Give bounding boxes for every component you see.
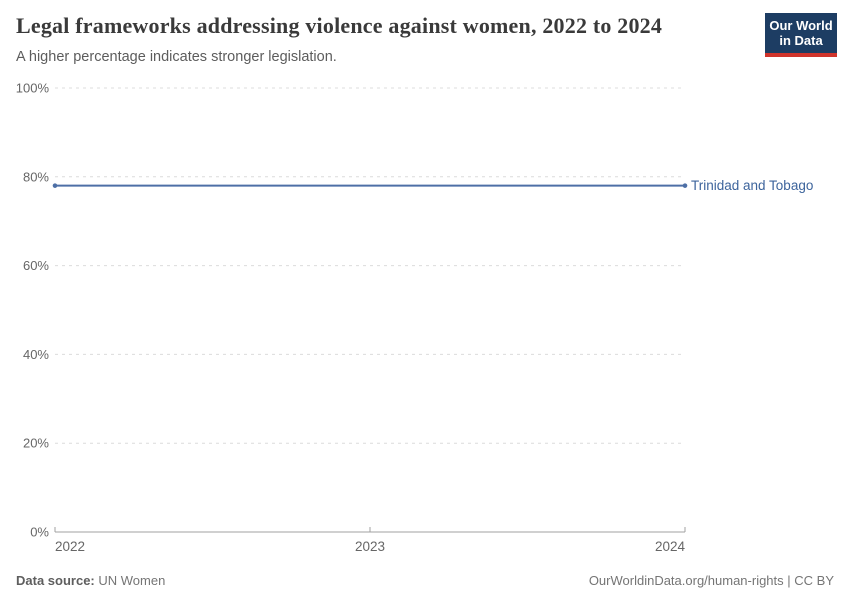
- data-source-value: UN Women: [94, 573, 166, 588]
- owid-logo-line2: in Data: [779, 33, 823, 48]
- y-tick-label: 80%: [23, 169, 49, 184]
- y-tick-label: 60%: [23, 258, 49, 273]
- footer-credits: OurWorldinData.org/human-rights | CC BY: [589, 573, 834, 588]
- license-label: CC BY: [794, 573, 834, 588]
- data-source: Data source: UN Women: [16, 573, 165, 588]
- series-label[interactable]: Trinidad and Tobago: [691, 178, 813, 193]
- x-tick-label: 2024: [655, 539, 686, 554]
- owid-logo-line1: Our World: [769, 18, 833, 33]
- owid-url-link[interactable]: OurWorldinData.org/human-rights: [588, 573, 784, 588]
- chart-subtitle: A higher percentage indicates stronger l…: [16, 49, 337, 65]
- owid-logo[interactable]: Our World in Data: [765, 13, 837, 57]
- data-source-label: Data source:: [16, 573, 95, 588]
- series-end-dot: [682, 183, 688, 188]
- series-start-dot: [52, 183, 58, 188]
- y-tick-label: 40%: [23, 347, 49, 362]
- chart-footer: Data source: UN Women OurWorldinData.org…: [16, 573, 834, 588]
- x-tick-label: 2023: [355, 539, 385, 554]
- y-tick-label: 20%: [23, 436, 49, 451]
- footer-separator: |: [783, 573, 795, 588]
- y-tick-label: 0%: [30, 525, 49, 540]
- y-tick-label: 100%: [16, 81, 50, 96]
- x-tick-label: 2022: [55, 539, 85, 554]
- chart-title: Legal frameworks addressing violence aga…: [16, 13, 663, 38]
